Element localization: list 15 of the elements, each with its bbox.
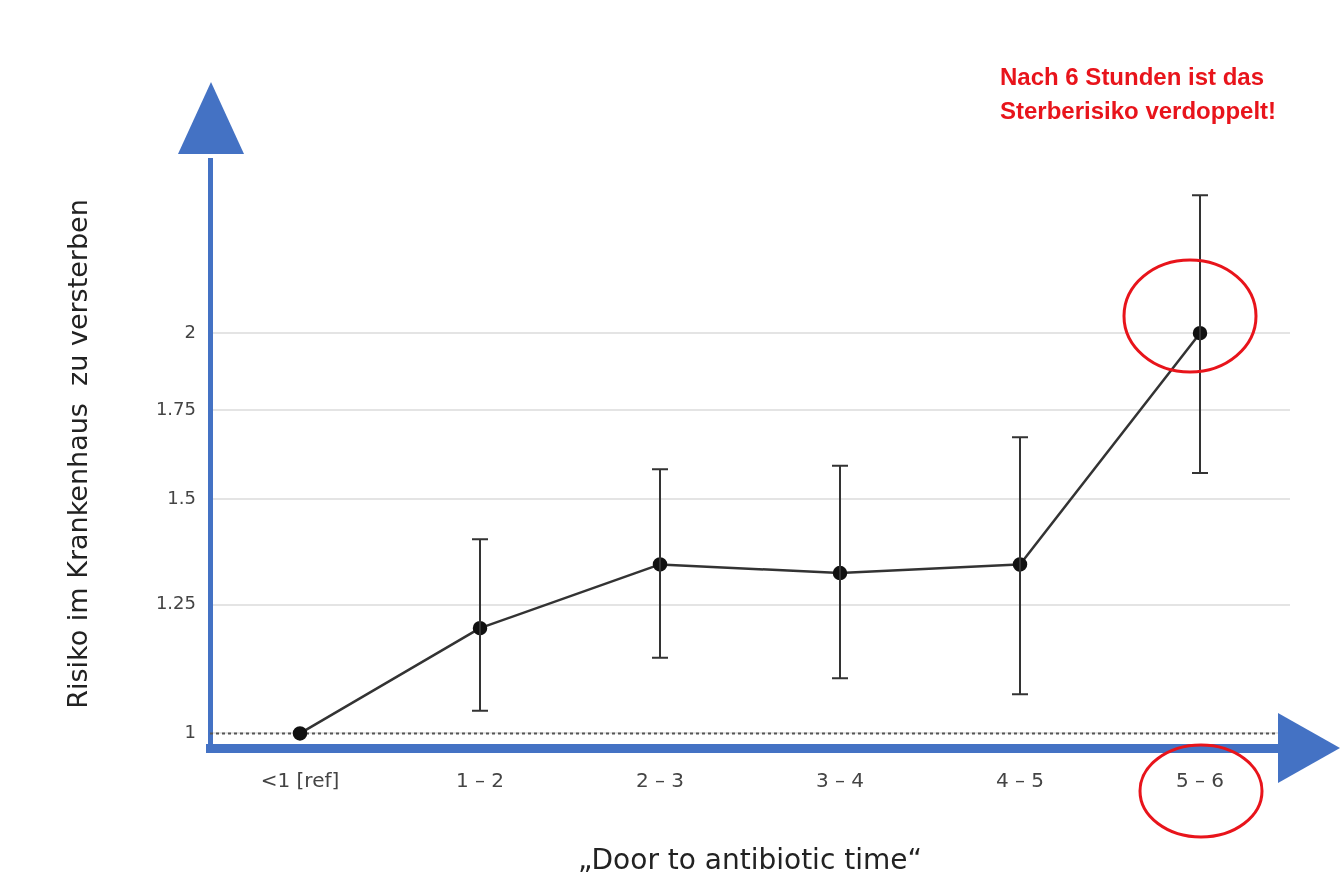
x-tick-label: 1 – 2 — [455, 768, 505, 793]
y-axis-title: Risiko im Krankenhaus zu versterben — [62, 199, 94, 709]
y-tick-label: 1.75 — [155, 398, 196, 419]
y-tick-label: 2 — [184, 320, 196, 342]
y-tick-label: 1.25 — [155, 592, 196, 614]
text: Nach 6 Stunden ist das Sterberisiko verdoppelt! — [1000, 62, 1278, 126]
x-tick-label: 3 – 4 — [815, 768, 865, 793]
x-tick-label: 4 – 5 — [995, 768, 1045, 793]
x-axis-title: „Door to antibiotic time“ — [578, 843, 922, 877]
x-tick-label: 5 – 6 — [1175, 768, 1225, 793]
x-tick-label: <1 [ref] — [260, 768, 340, 793]
x-tick-label: 2 – 3 — [635, 768, 685, 793]
y-tick-label: 1 — [184, 721, 196, 743]
y-tick-label: 1.5 — [167, 486, 196, 508]
point — [292, 726, 308, 741]
